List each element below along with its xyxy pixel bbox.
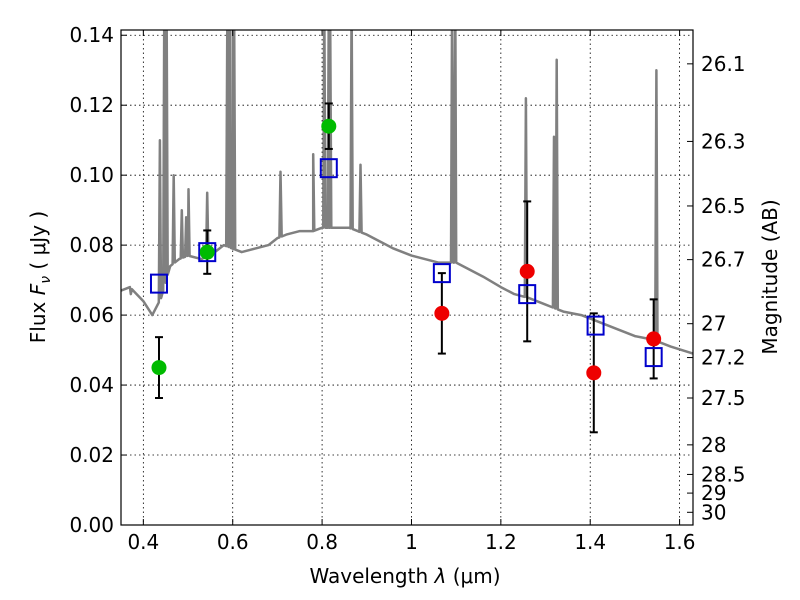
y2-tick-label: 26.3 <box>701 129 746 153</box>
y2-axis-title: Magnitude (AB) <box>758 199 782 354</box>
x-tick-label: 0.6 <box>217 530 249 554</box>
y-tick-label: 0.10 <box>69 163 114 187</box>
y-axis-title: Flux Fν ( μJy ) <box>26 211 54 343</box>
model-photometry-square <box>586 315 605 336</box>
model-photometry-square <box>518 284 537 305</box>
data-points-layer <box>149 118 663 381</box>
red-data-point <box>646 331 662 347</box>
y-tick-label: 0.14 <box>69 23 114 47</box>
y2-tick-label: 28 <box>701 433 726 457</box>
y2-tick-label: 27 <box>701 312 726 336</box>
green-data-point <box>151 360 167 376</box>
y-tick-label: 0.04 <box>69 373 114 397</box>
y-tick-label: 0.00 <box>69 513 114 537</box>
y-tick-label: 0.12 <box>69 93 114 117</box>
grid <box>121 30 693 526</box>
model-photometry-square <box>319 158 338 179</box>
x-tick-label: 1.6 <box>664 530 696 554</box>
y2-tick-label: 26.1 <box>701 52 746 76</box>
x-tick-label: 1 <box>405 530 418 554</box>
y2-tick-label: 27.5 <box>701 386 746 410</box>
y2-tick-label: 27.2 <box>701 346 746 370</box>
red-data-point <box>519 263 535 279</box>
model-photometry-square <box>198 242 217 263</box>
model-photometry-square <box>644 347 663 368</box>
x-tick-label: 1.4 <box>574 530 606 554</box>
green-data-point <box>321 118 337 134</box>
y2-tick-label: 26.7 <box>701 248 746 272</box>
y2-tick-label: 26.5 <box>701 194 746 218</box>
x-tick-label: 1.2 <box>485 530 517 554</box>
y-tick-label: 0.02 <box>69 443 114 467</box>
y-tick-label: 0.06 <box>69 303 114 327</box>
x-tick-label: 0.4 <box>127 530 159 554</box>
y2-tick-label: 28.5 <box>701 462 746 486</box>
x-axis-title: Wavelength λ (μm) <box>309 564 500 588</box>
model-spectrum-layer <box>121 30 693 355</box>
model-photometry-square <box>149 273 168 294</box>
axis-ticks: 0.4 0.6 0.8 1 1.2 1.4 1.6 0.00 0.02 0.04 0.06 0.08 0… <box>69 23 745 554</box>
model-spectrum-line <box>121 30 693 355</box>
y2-tick-label: 29 <box>701 481 726 505</box>
model-photometry-square <box>432 263 451 284</box>
plot-frame <box>120 29 694 526</box>
x-tick-label: 0.8 <box>306 530 338 554</box>
y2-tick-label: 30 <box>701 500 726 524</box>
red-data-point <box>434 305 450 321</box>
red-data-point <box>586 365 602 381</box>
green-data-point <box>199 244 215 260</box>
y-tick-label: 0.08 <box>69 233 114 257</box>
